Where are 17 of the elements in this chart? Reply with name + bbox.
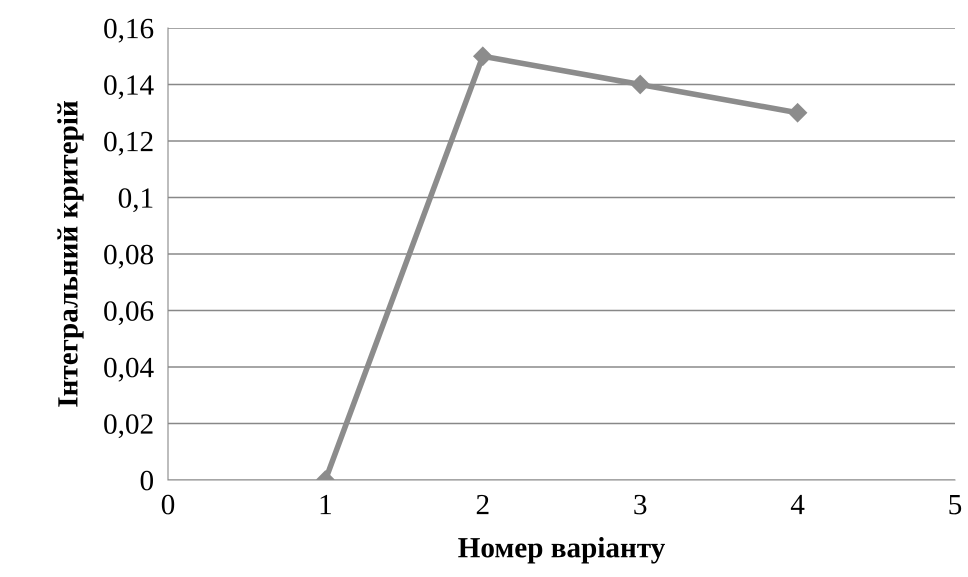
x-tick-label: 3 [634, 494, 646, 514]
y-tick-label: 0,1 [118, 188, 152, 212]
x-tick-label: 2 [476, 494, 488, 514]
y-tick-label: 0,06 [104, 301, 154, 326]
y-tick-label: 0,04 [104, 358, 154, 382]
y-tick-label: 0,08 [104, 244, 153, 269]
y-tick-label: 0,16 [104, 18, 154, 43]
y-tick-label: 0,12 [104, 132, 152, 156]
x-tick-label: 0 [162, 494, 174, 514]
y-tick-label: 0,02 [104, 414, 152, 438]
x-axis-title: Номер варіанту [458, 537, 666, 564]
x-tick-label: 1 [320, 494, 331, 514]
y-axis-title: Інтегральний критерій [57, 101, 84, 407]
x-tick-label: 4 [790, 494, 804, 514]
y-tick-label: 0,14 [104, 75, 154, 100]
y-tick-label: 0 [140, 470, 153, 490]
x-tick-label: 5 [949, 495, 962, 514]
